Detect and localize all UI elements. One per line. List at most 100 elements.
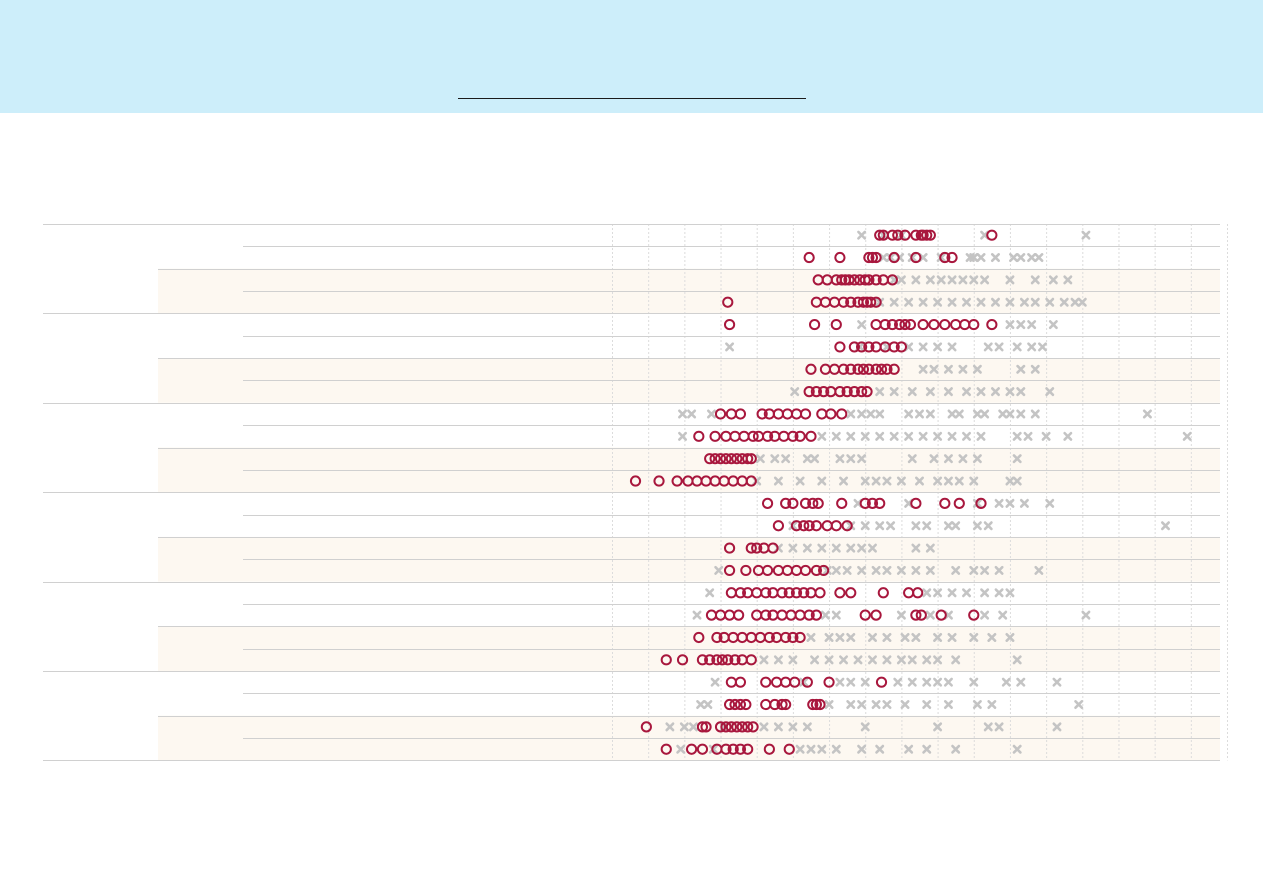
circle-marker <box>763 631 775 644</box>
circle-marker <box>711 631 723 644</box>
circle-marker <box>834 587 846 599</box>
cross-marker <box>922 521 932 531</box>
circle-marker <box>968 318 980 331</box>
cross-marker <box>1027 320 1037 330</box>
cross-marker <box>896 565 906 575</box>
circle-marker <box>915 609 927 621</box>
circle-marker <box>763 743 775 755</box>
cross-marker <box>933 588 943 598</box>
cross-marker <box>911 543 921 553</box>
circle-marker <box>904 318 917 331</box>
circle-marker <box>899 318 911 331</box>
circle-marker <box>928 318 940 331</box>
cross-marker <box>1009 253 1019 263</box>
circle-marker <box>879 318 891 331</box>
circle-marker <box>778 430 790 442</box>
circle-marker <box>986 229 998 241</box>
cross-marker <box>998 409 1008 419</box>
cross-marker <box>842 565 852 575</box>
cross-marker <box>1048 320 1058 330</box>
cross-marker <box>951 744 961 754</box>
circle-marker <box>745 475 757 487</box>
circle-marker <box>696 743 709 755</box>
circle-marker <box>848 386 860 398</box>
circle-marker <box>859 609 871 621</box>
cross-marker <box>1063 275 1073 285</box>
circle-marker <box>836 274 848 286</box>
circle-marker <box>975 497 987 509</box>
cross-marker <box>795 476 805 486</box>
cross-marker <box>773 722 783 732</box>
cross-marker <box>1012 342 1022 352</box>
cross-marker <box>1005 409 1015 419</box>
circle-marker <box>803 520 815 532</box>
cross-marker <box>969 677 979 687</box>
circle-marker <box>761 564 774 577</box>
cross-marker <box>857 700 867 710</box>
cross-marker <box>976 253 986 263</box>
circle-marker <box>807 698 819 711</box>
cross-marker <box>725 342 735 352</box>
circle-marker <box>814 698 826 711</box>
cross-marker <box>990 387 1000 397</box>
cross-marker <box>976 297 986 307</box>
row-rules <box>43 224 1220 761</box>
cross-marker <box>962 588 972 598</box>
cross-marker <box>824 632 834 642</box>
circle-marker <box>700 721 712 733</box>
cross-marker <box>922 588 932 598</box>
circle-marker <box>772 520 785 532</box>
circle-marker <box>761 430 774 442</box>
circle-marker <box>799 408 812 420</box>
cross-marker <box>1038 342 1047 352</box>
cross-marker <box>983 722 993 732</box>
circle-marker <box>877 587 889 599</box>
cross-marker <box>980 610 990 620</box>
circle-marker <box>705 609 718 621</box>
cross-marker <box>1041 431 1051 441</box>
cross-marker <box>990 297 1000 307</box>
circle-marker <box>723 564 736 577</box>
cross-marker <box>857 543 867 553</box>
cross-marker <box>853 655 863 665</box>
circle-marker <box>704 453 716 465</box>
circle-marker <box>725 721 737 733</box>
circle-marker <box>742 721 754 733</box>
cross-marker <box>831 431 841 441</box>
circle-marker <box>821 520 833 532</box>
circle-marker <box>780 631 792 644</box>
subgroup-bands <box>158 268 1220 761</box>
cross-marker <box>1048 275 1058 285</box>
cross-marker <box>889 387 899 397</box>
cross-marker <box>676 744 686 754</box>
cross-marker <box>925 610 935 620</box>
cross-marker <box>678 409 688 419</box>
cross-marker <box>943 364 953 374</box>
cross-marker <box>954 409 964 419</box>
cross-marker <box>958 275 968 285</box>
circle-marker <box>810 698 822 711</box>
circle-marker <box>810 386 822 398</box>
cross-marker <box>1052 677 1062 687</box>
circle-marker <box>734 587 747 599</box>
circle-marker <box>803 386 815 398</box>
circle-marker <box>841 386 853 398</box>
circle-marker <box>892 229 904 241</box>
circle-marker <box>789 676 801 688</box>
cross-marker <box>969 632 979 642</box>
cross-marker <box>857 409 867 419</box>
cross-marker <box>1001 677 1011 687</box>
cross-marker <box>976 387 986 397</box>
circle-marker <box>917 229 929 241</box>
circle-marker <box>711 654 723 666</box>
circle-marker <box>910 229 922 241</box>
cross-marker <box>824 700 834 710</box>
header-link[interactable] <box>458 98 806 99</box>
cross-marker <box>980 409 990 419</box>
cross-marker <box>839 476 849 486</box>
circle-marker <box>725 587 737 599</box>
cross-marker <box>1012 655 1022 665</box>
cross-marker <box>1027 342 1037 352</box>
cross-marker <box>925 275 935 285</box>
